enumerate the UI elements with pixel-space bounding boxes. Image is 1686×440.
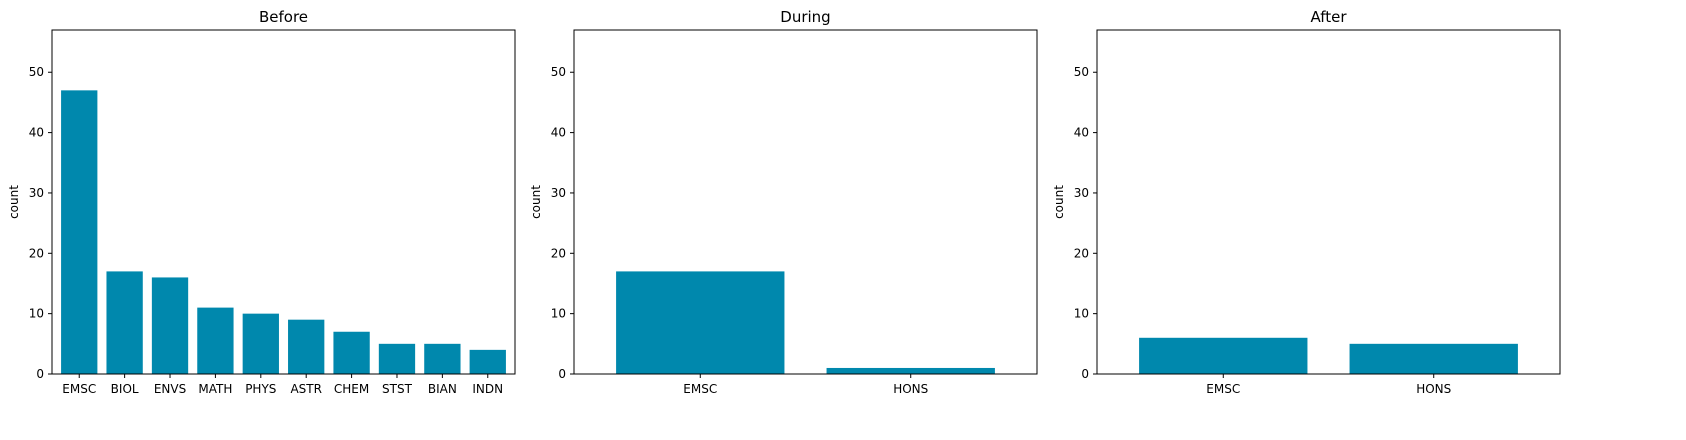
y-tick-label: 10 — [551, 307, 566, 321]
bar-chem — [333, 331, 370, 374]
x-tick-label: MATH — [198, 382, 232, 396]
y-axis-label: count — [529, 185, 543, 219]
x-tick-label: EMSC — [1206, 382, 1240, 396]
chart-title: Before — [259, 8, 308, 26]
bar-astr — [288, 319, 325, 374]
bar-biol — [106, 271, 143, 374]
bar-emsc — [1139, 337, 1308, 374]
bar-phys — [242, 313, 279, 374]
y-tick-label: 20 — [551, 246, 566, 260]
bar-indn — [469, 349, 506, 374]
y-tick-label: 50 — [1074, 65, 1089, 79]
y-tick-label: 50 — [29, 65, 44, 79]
y-tick-label: 40 — [1074, 126, 1089, 140]
x-tick-label: EMSC — [62, 382, 96, 396]
chart-panel-1: EMSC HONS 0 10 20 30 40 50 During count — [529, 8, 1038, 396]
y-tick-label: 0 — [36, 367, 44, 381]
y-tick-label: 10 — [29, 307, 44, 321]
y-tick-label: 10 — [1074, 307, 1089, 321]
y-tick-label: 0 — [558, 367, 566, 381]
chart-title: During — [780, 8, 830, 26]
bar-emsc — [616, 271, 785, 374]
y-tick-label: 30 — [29, 186, 44, 200]
bar-envs — [151, 277, 189, 374]
bar-bian — [424, 343, 461, 374]
y-tick-label: 40 — [29, 126, 44, 140]
y-tick-label: 0 — [1081, 367, 1089, 381]
plot-frame — [51, 29, 516, 375]
x-tick-label: HONS — [893, 382, 928, 396]
bar-hons — [1349, 343, 1518, 374]
y-axis-label: count — [7, 185, 21, 219]
y-tick-label: 20 — [29, 246, 44, 260]
y-tick-label: 20 — [1074, 246, 1089, 260]
plot-frame — [573, 29, 1038, 375]
x-tick-label: CHEM — [334, 382, 369, 396]
x-tick-label: STST — [382, 382, 413, 396]
x-tick-label: INDN — [472, 382, 503, 396]
plot-frame — [1096, 29, 1561, 375]
bar-stst — [378, 343, 416, 374]
chart-title: After — [1310, 8, 1347, 26]
chart-panel-2: EMSC HONS 0 10 20 30 40 50 After count — [1052, 8, 1561, 396]
x-tick-label: BIOL — [111, 382, 139, 396]
bar-emsc — [61, 90, 98, 374]
bar-hons — [826, 367, 995, 374]
y-tick-label: 30 — [1074, 186, 1089, 200]
x-tick-label: PHYS — [245, 382, 276, 396]
bar-math — [197, 307, 234, 374]
x-tick-label: BIAN — [428, 382, 457, 396]
x-tick-label: HONS — [1416, 382, 1451, 396]
y-axis-label: count — [1052, 185, 1066, 219]
x-tick-label: EMSC — [683, 382, 717, 396]
x-tick-label: ASTR — [290, 382, 322, 396]
y-tick-label: 40 — [551, 126, 566, 140]
y-tick-label: 30 — [551, 186, 566, 200]
x-tick-label: ENVS — [154, 382, 186, 396]
chart-panel-0: EMSC BIOL ENVS MATH PHYS ASTR CHEM STST BIAN INDN… — [7, 8, 516, 396]
y-tick-label: 50 — [551, 65, 566, 79]
